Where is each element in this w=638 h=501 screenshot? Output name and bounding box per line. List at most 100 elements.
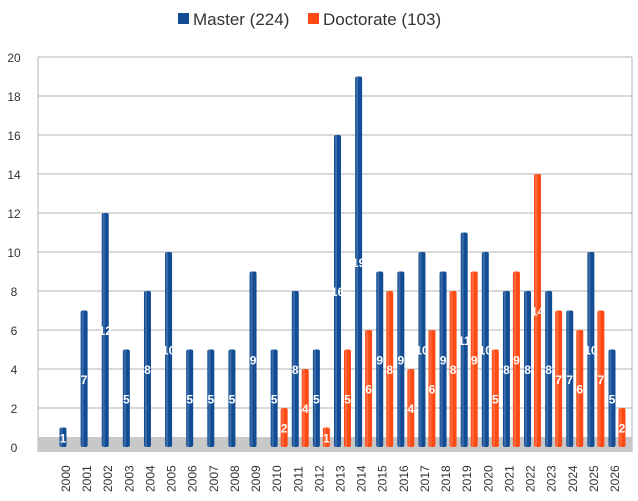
data-label: 4 — [302, 402, 309, 416]
data-label: 14 — [531, 305, 545, 319]
bar-highlight — [535, 174, 538, 447]
bar-highlight — [123, 349, 126, 447]
data-label: 12 — [99, 324, 113, 338]
bar-highlight — [503, 291, 506, 447]
x-tick-label: 2000 — [59, 465, 73, 492]
bar-master — [376, 271, 384, 447]
data-label: 5 — [271, 392, 278, 406]
x-tick-label: 2017 — [418, 465, 432, 492]
bar-highlight — [302, 369, 305, 447]
x-tick-label: 2026 — [608, 465, 622, 492]
y-tick-label: 0 — [11, 441, 18, 455]
bar-master — [545, 291, 553, 447]
bar-highlight — [567, 310, 570, 447]
bar-highlight — [598, 310, 601, 447]
bar-highlight — [419, 252, 422, 447]
bar-doctorate — [386, 291, 394, 447]
y-tick-label: 16 — [7, 129, 21, 143]
data-label: 8 — [144, 363, 151, 377]
bar-highlight — [208, 349, 211, 447]
bar-highlight — [356, 76, 359, 447]
x-tick-label: 2014 — [355, 465, 369, 492]
bar-doctorate — [365, 330, 373, 447]
bar-master — [566, 310, 574, 447]
bar-highlight — [102, 213, 105, 447]
bar-highlight — [345, 349, 347, 447]
bar-master — [80, 310, 88, 447]
bar-master — [207, 349, 215, 447]
bar-master — [608, 349, 616, 447]
y-tick-label: 2 — [11, 402, 18, 416]
bar-highlight — [450, 291, 453, 447]
bar-doctorate — [449, 291, 457, 447]
x-tick-label: 2023 — [545, 465, 559, 492]
bar-highlight — [250, 271, 253, 447]
bar-highlight — [292, 291, 295, 447]
bar-highlight — [471, 271, 474, 447]
data-label: 1 — [60, 431, 67, 445]
bar-master — [59, 427, 67, 447]
legend-swatch — [308, 13, 319, 24]
x-tick-label: 2001 — [80, 465, 94, 492]
bar-highlight — [60, 427, 63, 447]
bar-doctorate — [301, 369, 309, 447]
x-tick-label: 2008 — [228, 465, 242, 492]
bar-master — [249, 271, 257, 447]
bar-doctorate — [618, 408, 626, 447]
data-label: 5 — [186, 392, 193, 406]
bar-highlight — [166, 252, 169, 447]
x-tick-label: 2006 — [186, 465, 200, 492]
bar-doctorate — [344, 349, 351, 447]
bar-doctorate — [555, 310, 563, 447]
bar-highlight — [525, 291, 528, 447]
bar-doctorate — [322, 427, 330, 447]
y-tick-label: 14 — [7, 168, 21, 182]
x-tick-label: 2021 — [502, 465, 516, 492]
bar-master — [291, 291, 299, 447]
bar-master — [165, 252, 173, 447]
bar-highlight — [546, 291, 549, 447]
data-label: 8 — [524, 363, 531, 377]
y-tick-label: 10 — [7, 246, 21, 260]
bar-doctorate — [280, 408, 288, 447]
x-tick-label: 2019 — [460, 465, 474, 492]
x-tick-label: 2013 — [334, 465, 348, 492]
data-label: 9 — [471, 353, 478, 367]
data-label: 6 — [576, 383, 583, 397]
bar-highlight — [323, 427, 326, 447]
bar-highlight — [398, 271, 401, 447]
bar-doctorate — [512, 271, 520, 447]
bar-highlight — [313, 349, 316, 447]
bar-master — [355, 76, 363, 447]
bar-highlight — [577, 330, 580, 447]
data-label: 9 — [398, 353, 405, 367]
bar-master — [312, 349, 320, 447]
x-tick-label: 2012 — [312, 465, 326, 492]
x-tick-label: 2003 — [122, 465, 136, 492]
y-tick-label: 8 — [11, 285, 18, 299]
bar-master — [122, 349, 130, 447]
x-tick-label: 2020 — [481, 465, 495, 492]
data-label: 8 — [503, 363, 510, 377]
y-tick-label: 18 — [7, 90, 21, 104]
x-tick-label: 2018 — [439, 465, 453, 492]
x-tick-label: 2016 — [397, 465, 411, 492]
data-label: 6 — [429, 383, 436, 397]
bar-highlight — [408, 369, 411, 447]
bar-master — [460, 232, 468, 447]
bar-master — [524, 291, 532, 447]
x-tick-label: 2025 — [587, 465, 601, 492]
x-tick-label: 2022 — [524, 465, 538, 492]
bar-master — [587, 252, 595, 447]
bar-doctorate — [407, 369, 415, 447]
bar-master — [439, 271, 447, 447]
data-label: 8 — [292, 363, 299, 377]
x-tick-label: 2010 — [270, 465, 284, 492]
bar-highlight — [281, 408, 284, 447]
data-label: 16 — [331, 285, 345, 299]
bar-master — [397, 271, 405, 447]
bar-master — [270, 349, 278, 447]
bar-doctorate — [491, 349, 499, 447]
bar-highlight — [335, 135, 337, 447]
